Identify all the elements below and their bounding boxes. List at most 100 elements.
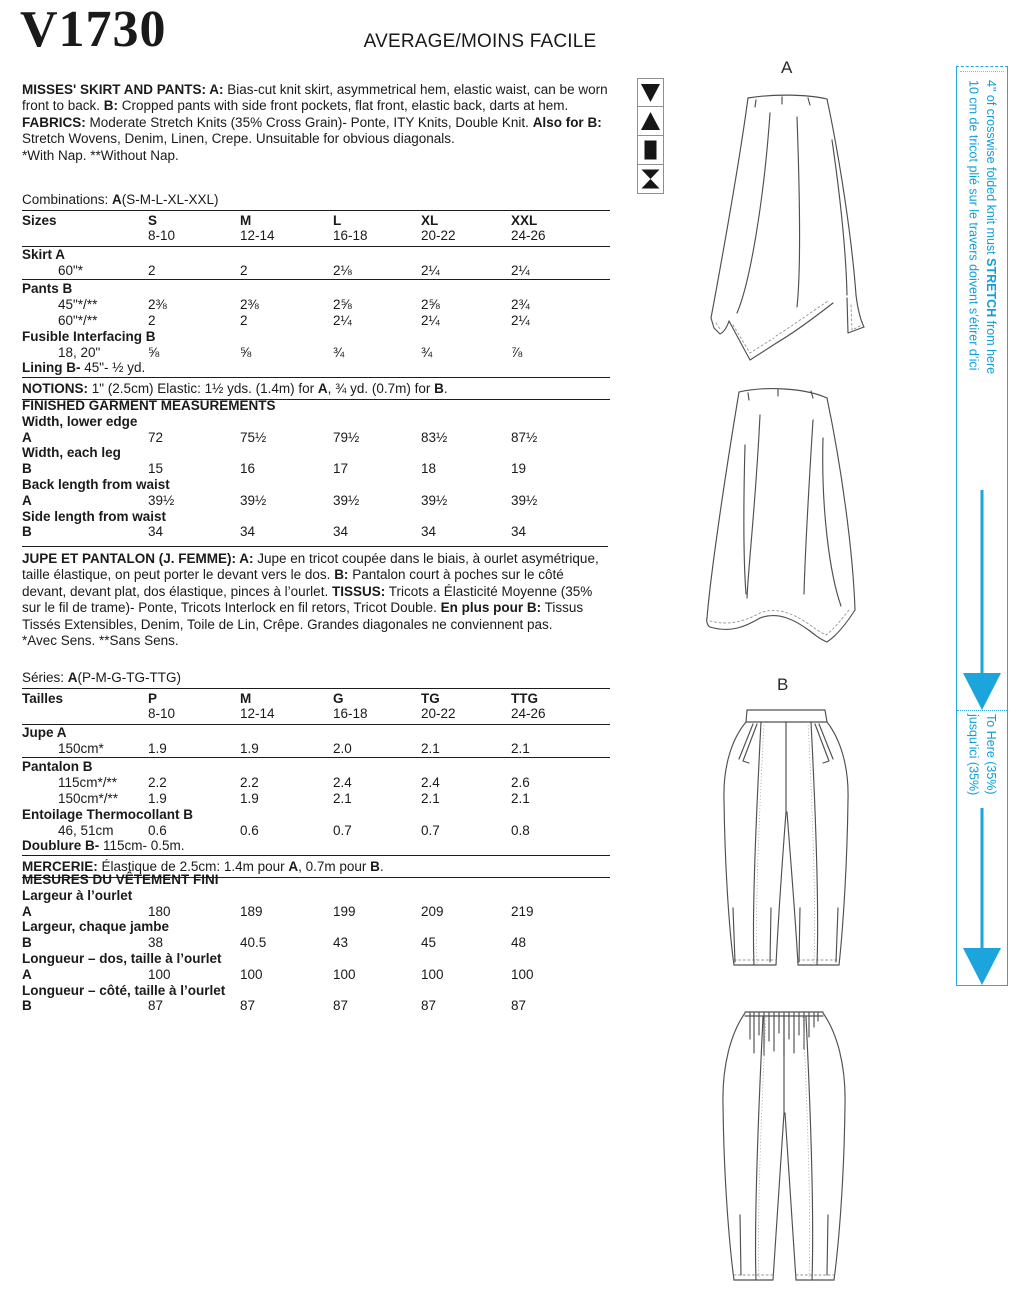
rectangle-icon bbox=[637, 136, 664, 165]
table-cell: 43 bbox=[333, 935, 349, 951]
yardage-rows-en: Skirt A 60"* 2 2 2⅛ 2¼ 2¼ Pants B 45"*/** 2⅜ 2⅜ 2⅝ 2… bbox=[22, 246, 610, 379]
table-row: Skirt A bbox=[22, 246, 66, 262]
pattern-number: V1730 bbox=[20, 1, 167, 58]
table-cell: 1.9 bbox=[148, 790, 167, 806]
table-row: 115cm*/** 2.2 2.2 2.4 2.4 2.6 bbox=[22, 775, 610, 791]
table-cell: 48 bbox=[511, 935, 527, 951]
table-cell: 75½ bbox=[240, 429, 267, 445]
table-header-row: Tailles P 8-10 M 12-14 G 16-18 TG 20-22 TTG 24-26 bbox=[22, 691, 610, 722]
description-fr: JUPE ET PANTALON (J. FEMME): A: Jupe en … bbox=[22, 546, 608, 649]
table-cell: 189 bbox=[240, 903, 263, 919]
table-cell: 2⅜ bbox=[148, 297, 167, 313]
size-column: TTG 24-26 bbox=[511, 690, 546, 722]
garment-a-label: A bbox=[781, 58, 793, 77]
mercerie-line: MERCERIE: Élastique de 2.5cm: 1.4m pour … bbox=[22, 857, 610, 878]
table-cell: 19 bbox=[511, 461, 527, 477]
description-en-text: MISSES' SKIRT AND PANTS: A: Bias-cut kni… bbox=[22, 82, 608, 147]
table-row: 150cm* 1.9 1.9 2.0 2.1 2.1 bbox=[22, 741, 610, 759]
stretch-gauge-text: 4" of crosswise folded knit must STRETCH… bbox=[964, 72, 1000, 464]
table-row: 150cm*/** 1.9 1.9 2.1 2.1 2.1 bbox=[22, 791, 610, 807]
size-column: G 16-18 bbox=[333, 690, 368, 722]
size-column: M 12-14 bbox=[240, 212, 275, 244]
size-column: M 12-14 bbox=[240, 690, 275, 722]
table-cell: 39½ bbox=[511, 492, 538, 508]
table-row: 60"* 2 2 2⅛ 2¼ 2¼ bbox=[22, 263, 610, 281]
yardage-section-en: Combinations: A(S-M-L-XL-XXL) Sizes S 8-10… bbox=[22, 192, 610, 400]
table-row: A 180 189 199 209 219 bbox=[22, 904, 610, 920]
table-cell: 87½ bbox=[511, 429, 538, 445]
table-row: A 72 75½ 79½ 83½ 87½ bbox=[22, 430, 610, 446]
table-cell: 0.7 bbox=[421, 822, 440, 838]
table-cell: ⅝ bbox=[148, 344, 160, 360]
table-row: Fusible Interfacing B bbox=[22, 328, 156, 344]
table-cell: 219 bbox=[511, 903, 534, 919]
table-row: B 15 16 17 18 19 bbox=[22, 461, 610, 477]
table-cell: 34 bbox=[240, 524, 256, 540]
table-cell: 83½ bbox=[421, 429, 448, 445]
yardage-rows-fr: Jupe A 150cm* 1.9 1.9 2.0 2.1 2.1 Pantalon B 115… bbox=[22, 725, 610, 857]
table-cell: 2¾ bbox=[511, 297, 530, 313]
table-row: 18, 20" ⅝ ⅝ ¾ ¾ ⅞ bbox=[22, 345, 610, 361]
table-cell: 0.6 bbox=[240, 822, 259, 838]
table-cell: 0.8 bbox=[511, 822, 530, 838]
table-row: 45"*/** 2⅜ 2⅜ 2⅝ 2⅝ 2¾ bbox=[22, 297, 610, 313]
to-here-label: To Here (35%) jusqu’ici (35%) bbox=[964, 711, 1000, 806]
finished-measurements-fr: MESURES DU VÊTEMENT FINI Largeur à l’our… bbox=[22, 872, 610, 1014]
arrow-shaft bbox=[980, 808, 984, 949]
table-cell: 34 bbox=[148, 524, 164, 540]
size-column: L 16-18 bbox=[333, 212, 368, 244]
table-header-row: Sizes S 8-10 M 12-14 L 16-18 XL 20-22 XXL 24-26 bbox=[22, 213, 610, 244]
yardage-section-fr: Séries: A(P-M-G-TG-TTG) Tailles P 8-10 M 12-… bbox=[22, 670, 610, 878]
table-cell: 1.9 bbox=[240, 740, 259, 756]
size-column: XXL 24-26 bbox=[511, 212, 546, 244]
table-cell: 209 bbox=[421, 903, 444, 919]
table-cell: 17 bbox=[333, 461, 349, 477]
table-row: A 39½ 39½ 39½ 39½ 39½ bbox=[22, 493, 610, 509]
table-cell: 1.9 bbox=[240, 790, 259, 806]
table-cell: ⅞ bbox=[511, 344, 523, 360]
to-here-divider bbox=[957, 710, 1007, 711]
table-cell: 2.1 bbox=[511, 790, 530, 806]
table-row: Side length from waist bbox=[22, 508, 167, 524]
table-cell: 15 bbox=[148, 461, 164, 477]
table-cell: 72 bbox=[148, 429, 164, 445]
arrow-head bbox=[963, 673, 1001, 710]
table-cell: 0.6 bbox=[148, 822, 167, 838]
garment-b-label: B bbox=[777, 675, 789, 694]
description-fr-text: JUPE ET PANTALON (J. FEMME): A: Jupe en … bbox=[22, 551, 599, 632]
description-en: MISSES' SKIRT AND PANTS: A: Bias-cut kni… bbox=[22, 82, 608, 164]
table-cell: ⅝ bbox=[240, 344, 252, 360]
table-cell: 2.6 bbox=[511, 775, 530, 791]
table-cell: 2.2 bbox=[240, 775, 259, 791]
table-cell: 1.9 bbox=[148, 740, 167, 756]
table-cell: ¾ bbox=[421, 344, 433, 360]
table-row: Pantalon B bbox=[22, 759, 93, 775]
difficulty-label: AVERAGE/MOINS FACILE bbox=[363, 31, 597, 52]
table-cell: 18 bbox=[421, 461, 437, 477]
series-line: Séries: A(P-M-G-TG-TTG) bbox=[22, 670, 610, 689]
table-row: A 100 100 100 100 100 bbox=[22, 967, 610, 983]
table-cell: 34 bbox=[421, 524, 437, 540]
table-cell: 2.0 bbox=[333, 740, 352, 756]
finished-measurements-en: FINISHED GARMENT MEASUREMENTS Width, low… bbox=[22, 398, 610, 540]
table-row: Pants B bbox=[22, 281, 73, 297]
table-cell: 2¼ bbox=[511, 312, 530, 328]
table-cell: 100 bbox=[240, 966, 263, 982]
size-header-row-en: Sizes S 8-10 M 12-14 L 16-18 XL 20-22 XXL 24-26 bbox=[22, 211, 610, 247]
table-cell: 2⅝ bbox=[421, 297, 440, 313]
size-column: TG 20-22 bbox=[421, 690, 456, 722]
table-cell: 2¼ bbox=[421, 262, 440, 278]
pants-b-back-drawing bbox=[722, 1011, 846, 1281]
table-cell: 100 bbox=[511, 966, 534, 982]
triangle-icon bbox=[637, 107, 664, 136]
table-cell: 2¼ bbox=[333, 312, 352, 328]
table-cell: 2 bbox=[148, 262, 156, 278]
size-column: S 8-10 bbox=[148, 212, 176, 244]
table-row: Entoilage Thermocollant B bbox=[22, 806, 194, 822]
table-row: Longueur – côté, taille à l’ourlet bbox=[22, 982, 226, 998]
table-row: Largeur, chaque jambe bbox=[22, 919, 170, 935]
table-cell: 180 bbox=[148, 903, 171, 919]
table-cell: 2.2 bbox=[148, 775, 167, 791]
size-column: P 8-10 bbox=[148, 690, 176, 722]
table-cell: 2 bbox=[240, 262, 248, 278]
